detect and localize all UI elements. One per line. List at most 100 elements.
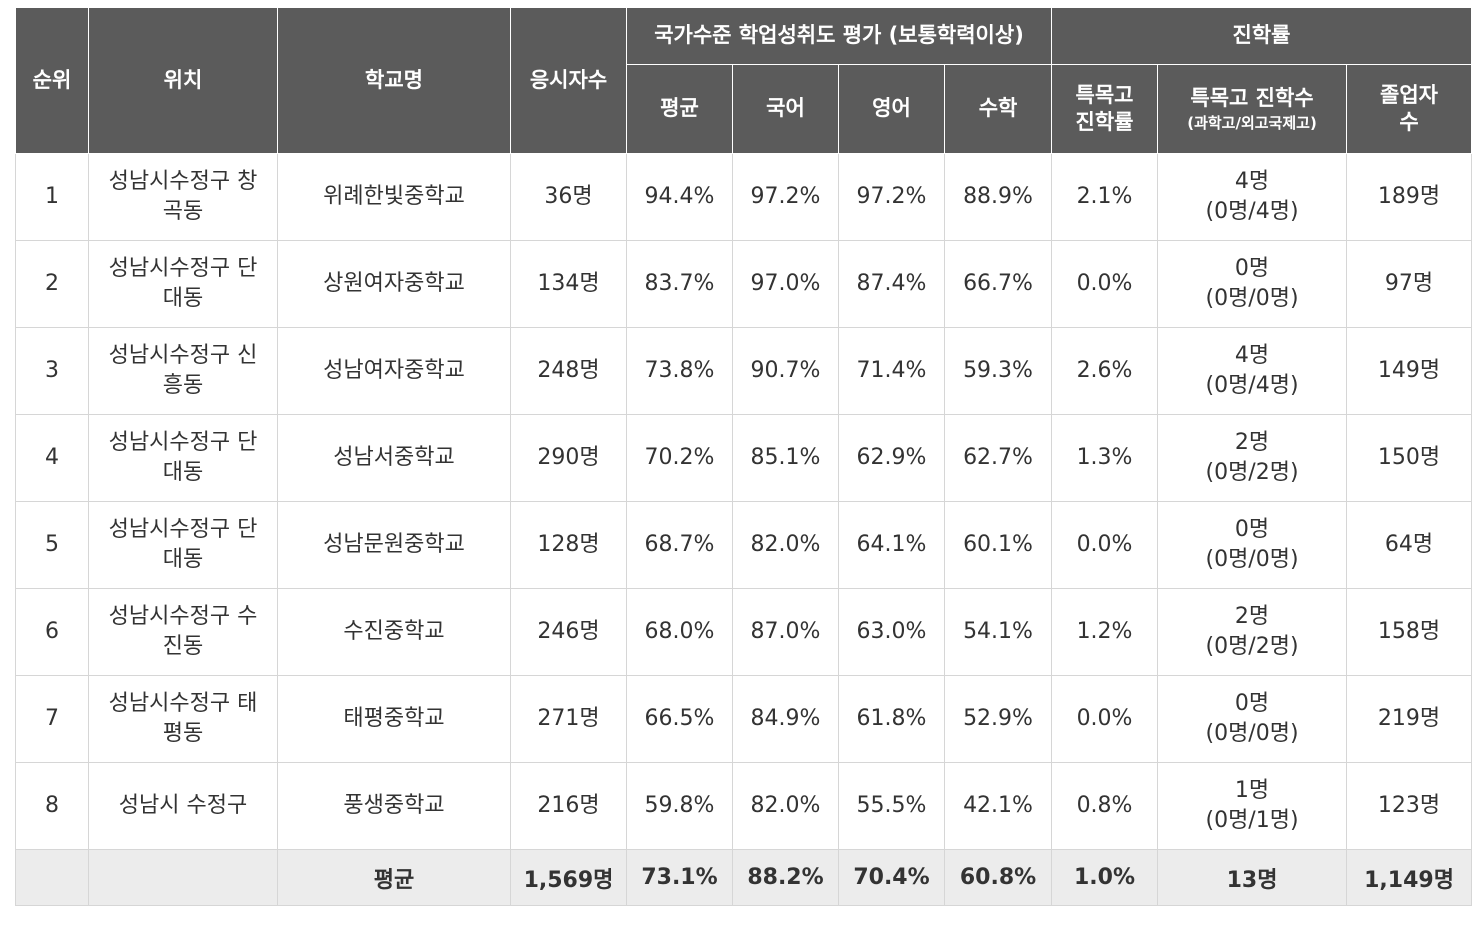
cell-special-count-line1: 2명 <box>1234 430 1270 456</box>
cell-test-takers: 128명 <box>510 501 627 589</box>
header-english: 영어 <box>838 64 945 154</box>
school-ranking-table-container: 순위 위치 학교명 응시자수 국가수준 학업성취도 평가 (보통학력이상) 진학… <box>15 7 1473 906</box>
cell-location-line1: 성남시수정구 태 <box>108 691 258 717</box>
footer-empty-location <box>88 849 278 906</box>
header-test-takers: 응시자수 <box>510 7 627 154</box>
footer-special-rate: 1.0% <box>1051 849 1159 906</box>
cell-location: 성남시수정구 창 곡동 <box>88 153 278 241</box>
cell-school-name: 수진중학교 <box>277 588 511 676</box>
cell-graduates: 158명 <box>1346 588 1473 676</box>
school-ranking-table: 순위 위치 학교명 응시자수 국가수준 학업성취도 평가 (보통학력이상) 진학… <box>15 7 1473 906</box>
header-special-rate-line2: 진학률 <box>1075 110 1134 134</box>
table-footer: 평균 1,569명 73.1% 88.2% 70.4% 60.8% 1.0% 1… <box>15 849 1473 906</box>
table-row: 7 성남시수정구 태 평동 태평중학교 271명 66.5% 84.9% 61.8% 52.9%… <box>15 675 1473 763</box>
cell-english: 97.2% <box>838 153 945 241</box>
table-row: 3 성남시수정구 신 흥동 성남여자중학교 248명 73.8% 90.7% 71.4% 59.… <box>15 327 1473 415</box>
cell-special-rate: 0.0% <box>1051 240 1159 328</box>
cell-rank: 4 <box>15 414 89 502</box>
cell-special-count: 0명 (0명/0명) <box>1157 675 1348 763</box>
cell-average: 94.4% <box>626 153 733 241</box>
cell-math: 88.9% <box>943 153 1053 241</box>
header-school: 학교명 <box>277 7 511 154</box>
header-special-rate-line1: 특목고 <box>1075 82 1134 107</box>
cell-special-count-line1: 4명 <box>1234 343 1270 369</box>
cell-rank: 1 <box>15 153 89 241</box>
cell-average: 59.8% <box>626 762 733 850</box>
cell-special-count-line1: 1명 <box>1234 778 1270 804</box>
header-assessment-group: 국가수준 학업성취도 평가 (보통학력이상) <box>625 7 1053 65</box>
cell-graduates: 150명 <box>1346 414 1473 502</box>
cell-special-rate: 0.0% <box>1051 675 1159 763</box>
cell-korean: 82.0% <box>732 762 839 850</box>
cell-special-count-line1: 0명 <box>1234 256 1270 282</box>
cell-special-rate: 1.3% <box>1051 414 1159 502</box>
cell-english: 61.8% <box>838 675 945 763</box>
cell-location-line1: 성남시수정구 창 <box>108 169 258 195</box>
cell-location-line2: 대동 <box>162 286 204 311</box>
cell-rank: 2 <box>15 240 89 328</box>
cell-location-line2: 대동 <box>162 460 204 485</box>
cell-average: 66.5% <box>626 675 733 763</box>
header-rank: 순위 <box>15 7 89 154</box>
cell-special-count-line2: (0명/2명) <box>1205 460 1299 485</box>
cell-special-rate: 2.1% <box>1051 153 1159 241</box>
cell-english: 71.4% <box>838 327 945 415</box>
cell-special-count-line2: (0명/0명) <box>1205 721 1299 746</box>
table-row: 1 성남시수정구 창 곡동 위례한빛중학교 36명 94.4% 97.2% 97.2% 88.9… <box>15 153 1473 241</box>
cell-test-takers: 290명 <box>510 414 627 502</box>
header-advancement-group: 진학률 <box>1051 7 1473 65</box>
table-body: 1 성남시수정구 창 곡동 위례한빛중학교 36명 94.4% 97.2% 97.2% 88.9… <box>15 153 1473 850</box>
footer-test-takers: 1,569명 <box>510 849 627 906</box>
cell-special-count: 0명 (0명/0명) <box>1157 240 1348 328</box>
cell-korean: 97.0% <box>732 240 839 328</box>
cell-special-count-line2: (0명/0명) <box>1205 547 1299 572</box>
cell-location: 성남시수정구 단 대동 <box>88 414 278 502</box>
header-graduates-line2: 수 <box>1399 110 1419 134</box>
cell-graduates: 64명 <box>1346 501 1473 589</box>
cell-average: 68.0% <box>626 588 733 676</box>
header-graduates-line1: 졸업자 <box>1380 82 1439 107</box>
cell-english: 64.1% <box>838 501 945 589</box>
cell-korean: 90.7% <box>732 327 839 415</box>
average-row: 평균 1,569명 73.1% 88.2% 70.4% 60.8% 1.0% 1… <box>15 849 1473 906</box>
cell-school-name: 성남여자중학교 <box>277 327 511 415</box>
table-row: 2 성남시수정구 단 대동 상원여자중학교 134명 83.7% 97.0% 87.4% 66.… <box>15 240 1473 328</box>
header-graduates: 졸업자 수 <box>1346 64 1473 154</box>
cell-location: 성남시수정구 수 진동 <box>88 588 278 676</box>
cell-rank: 5 <box>15 501 89 589</box>
cell-school-name: 성남서중학교 <box>277 414 511 502</box>
cell-special-rate: 1.2% <box>1051 588 1159 676</box>
cell-school-name: 성남문원중학교 <box>277 501 511 589</box>
cell-graduates: 97명 <box>1346 240 1473 328</box>
cell-special-count-line2: (0명/4명) <box>1205 199 1299 224</box>
cell-math: 59.3% <box>943 327 1053 415</box>
footer-graduates: 1,149명 <box>1346 849 1473 906</box>
cell-special-count-line2: (0명/2명) <box>1205 634 1299 659</box>
cell-average: 73.8% <box>626 327 733 415</box>
cell-korean: 97.2% <box>732 153 839 241</box>
cell-special-count: 1명 (0명/1명) <box>1157 762 1348 850</box>
cell-english: 55.5% <box>838 762 945 850</box>
cell-special-count: 2명 (0명/2명) <box>1157 588 1348 676</box>
header-location: 위치 <box>88 7 278 154</box>
cell-location-line2: 흥동 <box>162 373 204 398</box>
cell-location-line2: 평동 <box>162 721 204 746</box>
cell-special-count: 0명 (0명/0명) <box>1157 501 1348 589</box>
cell-location: 성남시 수정구 <box>88 762 278 850</box>
cell-school-name: 위례한빛중학교 <box>277 153 511 241</box>
footer-label: 평균 <box>277 849 511 906</box>
cell-average: 83.7% <box>626 240 733 328</box>
cell-english: 62.9% <box>838 414 945 502</box>
cell-korean: 84.9% <box>732 675 839 763</box>
cell-special-count-line1: 0명 <box>1234 691 1270 717</box>
table-header: 순위 위치 학교명 응시자수 국가수준 학업성취도 평가 (보통학력이상) 진학… <box>15 7 1473 154</box>
cell-special-count: 4명 (0명/4명) <box>1157 153 1348 241</box>
cell-math: 52.9% <box>943 675 1053 763</box>
footer-korean: 88.2% <box>732 849 839 906</box>
cell-special-rate: 0.0% <box>1051 501 1159 589</box>
cell-location-line2: 진동 <box>162 634 204 659</box>
cell-english: 87.4% <box>838 240 945 328</box>
cell-korean: 87.0% <box>732 588 839 676</box>
footer-math: 60.8% <box>943 849 1053 906</box>
